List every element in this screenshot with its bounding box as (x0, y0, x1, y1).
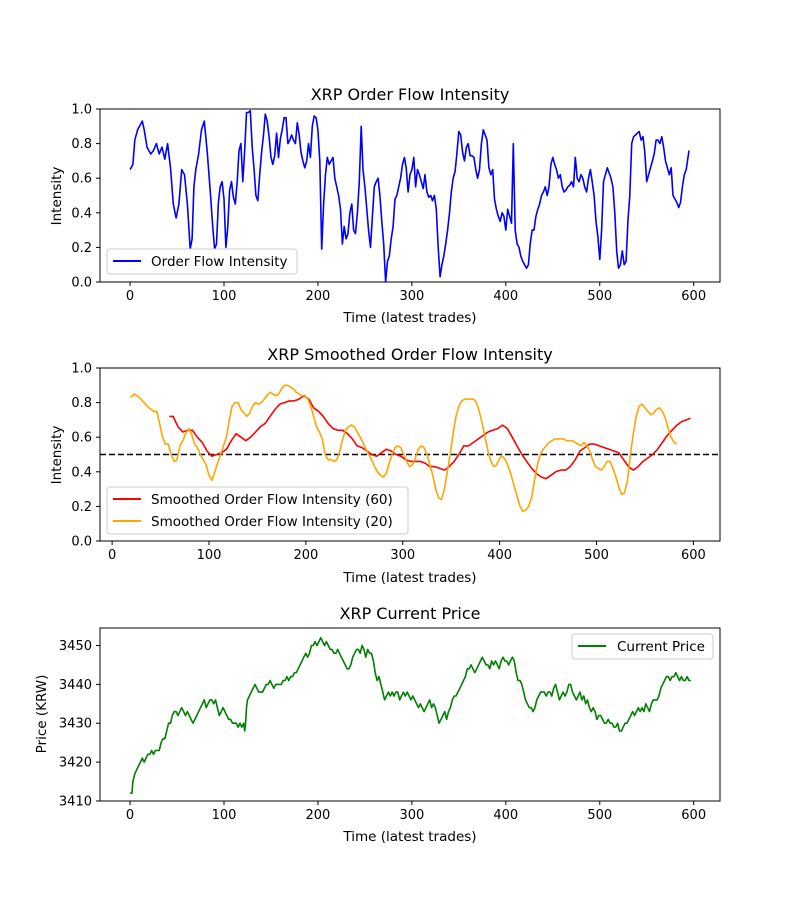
x-tick-label: 500 (587, 289, 612, 304)
x-tick-label: 100 (197, 548, 222, 563)
x-tick-label: 100 (212, 808, 237, 823)
x-tick-label: 0 (126, 808, 134, 823)
axis-ticks: 0 100 200 300 400 500 600 0.0 0.2 0.4 0.6 0.8 1.0 (71, 103, 706, 305)
x-tick-label: 400 (493, 289, 518, 304)
x-tick-label: 200 (306, 289, 331, 304)
chart-title: XRP Order Flow Intensity (311, 85, 510, 104)
x-tick-label: 600 (681, 808, 706, 823)
legend-box (571, 633, 714, 660)
chart-title: XRP Current Price (339, 604, 480, 623)
x-tick-label: 200 (293, 548, 318, 563)
x-tick-label: 0 (108, 548, 116, 563)
legend-label-order-flow: Order Flow Intensity (151, 254, 288, 270)
y-tick-label: 0.4 (71, 206, 92, 221)
legend: Order Flow Intensity (106, 248, 298, 275)
y-tick-label: 0.2 (71, 241, 92, 256)
y-tick-label: 0.2 (71, 500, 92, 515)
x-tick-label: 400 (487, 548, 512, 563)
current-price-chart: XRP Current Price Time (latest trades) P… (34, 604, 721, 845)
y-tick-label: 0.8 (71, 396, 92, 411)
y-tick-label: 0.8 (71, 137, 92, 152)
y-tick-label: 3440 (59, 678, 92, 693)
series-lines (129, 109, 690, 283)
chart-title: XRP Smoothed Order Flow Intensity (267, 345, 552, 364)
series-lines (129, 384, 691, 513)
legend-label-smoothed-20: Smoothed Order Flow Intensity (20) (151, 514, 393, 530)
y-axis-label: Price (KRW) (34, 675, 50, 754)
series-line-1 (129, 384, 678, 513)
legend-box (106, 248, 298, 275)
x-axis-label: Time (latest trades) (342, 310, 476, 326)
y-tick-label: 0.4 (71, 465, 92, 480)
series-lines (130, 636, 691, 795)
y-tick-label: 0.0 (71, 276, 92, 291)
series-line-0 (130, 636, 691, 795)
y-tick-label: 3410 (59, 795, 92, 810)
legend: Current Price (571, 633, 714, 660)
legend-box (106, 486, 409, 535)
axis-ticks: 0 100 200 300 400 500 600 3410 3420 3430 3440 3450 (59, 639, 706, 823)
x-tick-label: 300 (399, 808, 424, 823)
x-tick-label: 500 (587, 808, 612, 823)
y-tick-label: 1.0 (71, 103, 92, 118)
x-tick-label: 200 (306, 808, 331, 823)
y-axis-label: Intensity (49, 167, 65, 226)
x-tick-label: 500 (584, 548, 609, 563)
x-axis-label: Time (latest trades) (342, 570, 476, 586)
x-tick-label: 600 (681, 548, 706, 563)
x-tick-label: 0 (126, 289, 134, 304)
x-tick-label: 100 (212, 289, 237, 304)
x-axis-label: Time (latest trades) (342, 829, 476, 845)
smoothed-intensity-chart: XRP Smoothed Order Flow Intensity Time (… (49, 345, 721, 586)
order-flow-intensity-chart: XRP Order Flow Intensity Time (latest tr… (49, 85, 721, 326)
y-tick-label: 3430 (59, 717, 92, 732)
legend: Smoothed Order Flow Intensity (60) Smoot… (106, 486, 409, 535)
y-tick-label: 1.0 (71, 362, 92, 377)
x-tick-label: 400 (493, 808, 518, 823)
legend-label-current-price: Current Price (617, 639, 705, 655)
x-tick-label: 300 (390, 548, 415, 563)
plot-area (99, 627, 721, 802)
y-tick-label: 3450 (59, 639, 92, 654)
legend-label-smoothed-60: Smoothed Order Flow Intensity (60) (151, 492, 393, 508)
axis-ticks: 0 100 200 300 400 500 600 0.0 0.2 0.4 0.6 0.8 1.0 (71, 362, 705, 564)
x-tick-label: 600 (681, 289, 706, 304)
y-axis-label: Intensity (49, 426, 65, 485)
y-tick-label: 0.6 (71, 431, 92, 446)
x-tick-label: 300 (399, 289, 424, 304)
series-line-0 (129, 109, 690, 283)
y-tick-label: 3420 (59, 756, 92, 771)
plot-area (99, 108, 721, 283)
y-tick-label: 0.0 (71, 535, 92, 550)
y-tick-label: 0.6 (71, 172, 92, 187)
